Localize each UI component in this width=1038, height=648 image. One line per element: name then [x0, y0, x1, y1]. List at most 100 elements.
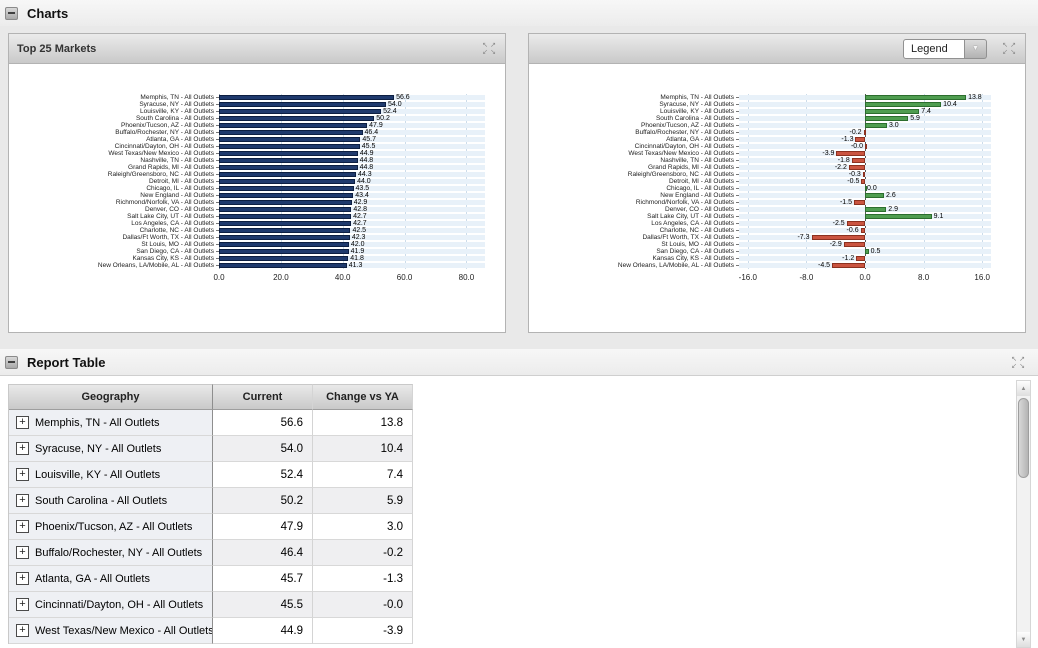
value-label: 0.0 — [867, 185, 877, 192]
bar[interactable] — [219, 235, 350, 240]
axis-tick-label: 0.0 — [213, 273, 225, 282]
bar[interactable] — [865, 116, 909, 121]
bar[interactable] — [219, 242, 349, 247]
maximize-icon[interactable]: ↖ ↗ ↙ ↘ — [1002, 41, 1016, 56]
bar[interactable] — [856, 256, 865, 261]
bar[interactable] — [219, 179, 356, 184]
bar[interactable] — [219, 165, 358, 170]
chart-row: Buffalo/Rochester, NY - All Outlets -0.2 — [535, 129, 1025, 136]
bar[interactable] — [219, 123, 368, 128]
bar[interactable] — [865, 109, 920, 114]
bar[interactable] — [219, 102, 387, 107]
bar[interactable] — [861, 179, 865, 184]
bar[interactable] — [219, 186, 354, 191]
bar[interactable] — [865, 144, 867, 149]
row-band: 47.9 — [219, 122, 485, 129]
chart-row: Chicago, IL - All Outlets 43.5 — [15, 185, 505, 192]
category-label: Detroit, MI - All Outlets — [15, 178, 219, 185]
scroll-up-icon[interactable]: ▲ — [1017, 381, 1030, 396]
scrollbar-thumb[interactable] — [1018, 398, 1029, 478]
bar[interactable] — [219, 256, 349, 261]
chart-row: Atlanta, GA - All Outlets 45.7 — [15, 136, 505, 143]
bar[interactable] — [219, 137, 361, 142]
report-table: Geography Current Change vs YA + Memphis,… — [8, 384, 413, 644]
bar[interactable] — [865, 214, 932, 219]
bar[interactable] — [846, 221, 865, 226]
bar[interactable] — [865, 249, 869, 254]
table-scrollbar[interactable]: ▲ ▼ — [1016, 380, 1031, 648]
bar[interactable] — [219, 172, 357, 177]
bar[interactable] — [219, 263, 347, 268]
expand-row-icon[interactable]: + — [16, 624, 29, 637]
chart-row: Phoenix/Tucson, AZ - All Outlets 47.9 — [15, 122, 505, 129]
category-label: Cincinnati/Dayton, OH - All Outlets — [15, 143, 219, 150]
column-header-geography[interactable]: Geography — [9, 384, 213, 410]
expand-row-icon[interactable]: + — [16, 598, 29, 611]
legend-dropdown[interactable]: Legend ▼ — [903, 38, 987, 59]
category-label: Salt Lake City, UT - All Outlets — [15, 213, 219, 220]
bar[interactable] — [865, 95, 967, 100]
bar[interactable] — [848, 165, 865, 170]
expand-row-icon[interactable]: + — [16, 546, 29, 559]
collapse-charts-button[interactable] — [5, 6, 18, 20]
bar[interactable] — [832, 263, 865, 268]
table-row: + Syracuse, NY - All Outlets 54.0 10.4 — [9, 436, 413, 462]
row-band: 50.2 — [219, 115, 485, 122]
chart-row: Louisville, KY - All Outlets 52.4 — [15, 108, 505, 115]
chart-row: St Louis, MO - All Outlets 42.0 — [15, 241, 505, 248]
value-label: -4.5 — [817, 262, 831, 269]
bar[interactable] — [851, 158, 865, 163]
bar[interactable] — [219, 214, 352, 219]
column-header-current[interactable]: Current — [213, 384, 313, 410]
expand-row-icon[interactable]: + — [16, 468, 29, 481]
bar[interactable] — [843, 242, 865, 247]
bar[interactable] — [219, 151, 358, 156]
expand-row-icon[interactable]: + — [16, 494, 29, 507]
bar[interactable] — [219, 207, 352, 212]
bar[interactable] — [219, 193, 354, 198]
maximize-icon[interactable]: ↖ ↗ ↙ ↘ — [1011, 356, 1025, 370]
bar[interactable] — [219, 144, 360, 149]
bar[interactable] — [836, 151, 865, 156]
expand-row-icon[interactable]: + — [16, 442, 29, 455]
top25-panel-titlebar: Top 25 Markets ↖ ↗ ↙ ↘ — [9, 34, 505, 64]
bar[interactable] — [863, 130, 866, 135]
bar[interactable] — [219, 158, 358, 163]
axis-tick-label: 0.0 — [859, 273, 871, 282]
bar[interactable] — [219, 200, 352, 205]
geography-cell: + Atlanta, GA - All Outlets — [9, 566, 213, 592]
bar[interactable] — [865, 193, 885, 198]
bar[interactable] — [865, 207, 887, 212]
bar[interactable] — [219, 95, 395, 100]
chart-row: Charlotte, NC - All Outlets -0.6 — [535, 227, 1025, 234]
column-header-change[interactable]: Change vs YA — [313, 384, 413, 410]
row-band: -0.2 — [739, 129, 991, 136]
change-value-cell: 7.4 — [313, 462, 413, 488]
chevron-down-icon[interactable]: ▼ — [965, 38, 987, 59]
bar[interactable] — [860, 228, 865, 233]
bar[interactable] — [219, 130, 363, 135]
maximize-icon[interactable]: ↖ ↗ ↙ ↘ — [482, 41, 496, 56]
bar[interactable] — [865, 186, 867, 191]
chart-panels: Top 25 Markets ↖ ↗ ↙ ↘ Memphis, TN - All Ou… — [0, 26, 1038, 349]
expand-row-icon[interactable]: + — [16, 572, 29, 585]
bar[interactable] — [855, 137, 865, 142]
bar[interactable] — [219, 109, 382, 114]
axis-tick-label: -8.0 — [799, 273, 814, 282]
bar[interactable] — [811, 235, 865, 240]
bar[interactable] — [865, 123, 887, 128]
bar[interactable] — [219, 228, 351, 233]
value-label: 9.1 — [933, 213, 944, 220]
bar[interactable] — [854, 200, 865, 205]
bar[interactable] — [219, 221, 352, 226]
value-label: 54.0 — [388, 101, 402, 108]
bar[interactable] — [219, 249, 349, 254]
expand-row-icon[interactable]: + — [16, 520, 29, 533]
bar[interactable] — [219, 116, 375, 121]
top25-markets-panel: Top 25 Markets ↖ ↗ ↙ ↘ Memphis, TN - All Ou… — [8, 33, 506, 333]
bar[interactable] — [865, 102, 942, 107]
collapse-report-button[interactable] — [5, 355, 18, 369]
bar[interactable] — [862, 172, 865, 177]
expand-row-icon[interactable]: + — [16, 416, 29, 429]
scroll-down-icon[interactable]: ▼ — [1017, 632, 1030, 647]
